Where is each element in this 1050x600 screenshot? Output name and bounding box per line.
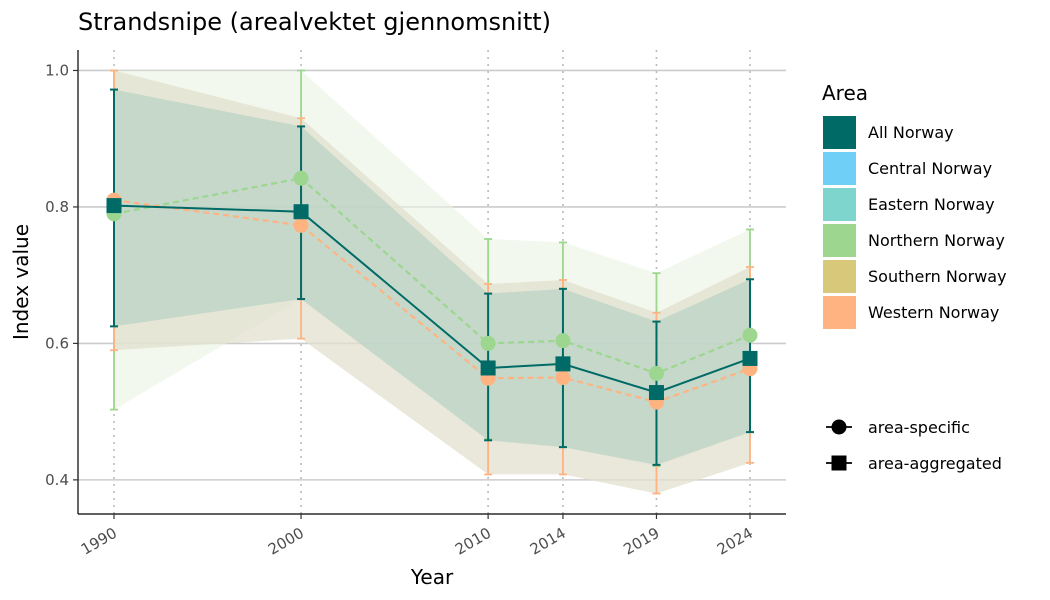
series-line (113, 204, 751, 394)
x-tick-label: 2024 (714, 524, 756, 559)
y-axis-title: Index value (9, 224, 33, 340)
series-line (113, 177, 751, 375)
legend-label: area-aggregated (868, 454, 1002, 473)
data-point (293, 204, 309, 220)
legend: Area All Norway Central Norway Eastern Nor… (822, 81, 1007, 473)
legend-label: Western Norway (868, 303, 999, 322)
legend-swatch (823, 224, 856, 257)
data-point (293, 217, 309, 233)
x-tick-label: 2010 (452, 524, 494, 559)
y-tick-label: 0.4 (45, 471, 69, 489)
x-tick-labels: 1990 2000 2010 2014 2019 2024 (78, 514, 756, 559)
legend-title: Area (822, 81, 868, 105)
legend-label: Northern Norway (868, 231, 1005, 250)
x-tick-label: 2014 (527, 524, 569, 559)
x-tick-label: 2000 (265, 524, 307, 559)
y-tick-labels: 0.4 0.6 0.8 1.0 (45, 61, 78, 489)
data-point (742, 327, 758, 343)
y-tick-label: 1.0 (45, 61, 69, 79)
confidence-bands (114, 70, 750, 494)
legend-label: Central Norway (868, 159, 992, 178)
data-point (480, 335, 496, 351)
data-point (648, 385, 664, 401)
data-point (555, 333, 571, 349)
chart-title: Strandsnipe (arealvektet gjennomsnitt) (78, 8, 551, 36)
legend-swatch (823, 116, 856, 149)
series-lines (113, 177, 751, 404)
data-point (555, 356, 571, 372)
legend-label: All Norway (868, 123, 954, 142)
data-point (106, 198, 122, 214)
data-point (480, 360, 496, 376)
y-tick-label: 0.6 (45, 334, 69, 352)
legend-label: Eastern Norway (868, 195, 995, 214)
x-axis-title: Year (410, 565, 454, 589)
data-point (648, 365, 664, 381)
legend-swatch (823, 152, 856, 185)
legend-swatch (823, 296, 856, 329)
data-point (293, 170, 309, 186)
axes (77, 50, 786, 515)
legend-shape-marker (831, 419, 847, 435)
legend-swatch (823, 188, 856, 221)
data-points (106, 170, 758, 410)
data-point (742, 350, 758, 366)
x-tick-label: 2019 (620, 524, 662, 559)
x-tick-label: 1990 (78, 524, 120, 559)
legend-shape-marker (831, 455, 847, 471)
legend-swatch (823, 260, 856, 293)
legend-label: area-specific (868, 418, 970, 437)
y-tick-label: 0.8 (45, 198, 69, 216)
legend-label: Southern Norway (868, 267, 1007, 286)
data-point (555, 370, 571, 386)
